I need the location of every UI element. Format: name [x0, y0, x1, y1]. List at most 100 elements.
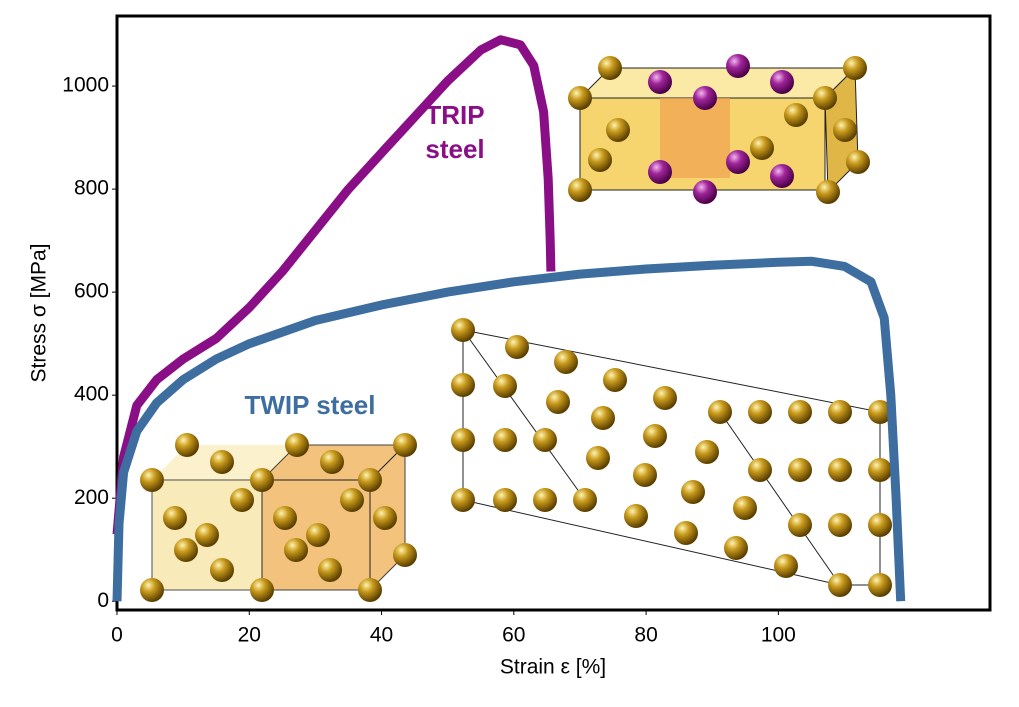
y-axis-label: Stress σ [MPa]: [28, 244, 51, 383]
atom: [140, 578, 164, 602]
atom: [726, 150, 750, 174]
atom: [784, 103, 808, 127]
atom: [373, 506, 397, 530]
atom: [493, 488, 517, 512]
atom: [606, 118, 630, 142]
crystal-illustrations: [140, 54, 892, 602]
atom: [451, 428, 475, 452]
atom: [340, 488, 364, 512]
atom: [624, 504, 648, 528]
atom: [568, 178, 592, 202]
atom: [726, 54, 750, 78]
x-tick-label: 20: [238, 624, 261, 647]
atom: [554, 350, 578, 374]
atom: [393, 543, 417, 567]
atom: [174, 538, 198, 562]
y-tick-label: 400: [74, 383, 109, 406]
atom: [284, 538, 308, 562]
atom: [533, 488, 557, 512]
atom: [828, 573, 852, 597]
atom: [493, 428, 517, 452]
atom: [828, 400, 852, 424]
atom: [633, 463, 657, 487]
atom: [733, 496, 757, 520]
atom: [140, 468, 164, 492]
y-tick-label: 200: [74, 486, 109, 509]
atom: [828, 513, 852, 537]
atom: [693, 86, 717, 110]
cell-face: [578, 67, 857, 99]
y-tick-label: 600: [74, 280, 109, 303]
atom: [591, 406, 615, 430]
atom: [748, 458, 772, 482]
y-tick-label: 800: [74, 177, 109, 200]
atom: [695, 440, 719, 464]
atom: [868, 458, 892, 482]
lattice: [719, 411, 841, 586]
atom: [843, 56, 867, 80]
atom: [358, 468, 382, 492]
atom: [724, 536, 748, 560]
atom: [833, 118, 857, 142]
atom: [273, 506, 297, 530]
atom: [285, 433, 309, 457]
atom: [868, 400, 892, 424]
atom: [681, 480, 705, 504]
atom: [588, 148, 612, 172]
atom: [586, 446, 610, 470]
atom: [318, 558, 342, 582]
atom: [788, 400, 812, 424]
atom: [393, 433, 417, 457]
atom: [210, 450, 234, 474]
atom: [846, 150, 870, 174]
atom: [306, 523, 330, 547]
series-label: TWIP steel: [244, 390, 376, 420]
y-tick-label: 0: [97, 589, 109, 612]
atom: [568, 86, 592, 110]
atom: [868, 513, 892, 537]
atom: [770, 70, 794, 94]
atom: [230, 488, 254, 512]
atom: [643, 424, 667, 448]
plot-frame: [115, 14, 992, 612]
cell-face: [660, 98, 730, 178]
lattice: [462, 329, 881, 586]
atom: [175, 433, 199, 457]
atom: [868, 573, 892, 597]
x-tick-label: 60: [502, 624, 525, 647]
atom: [708, 400, 732, 424]
atom: [533, 428, 557, 452]
atom: [648, 160, 672, 184]
series-label: TRIP steel: [425, 100, 485, 164]
atom: [788, 458, 812, 482]
atom: [598, 56, 622, 80]
x-tick-label: 40: [370, 624, 393, 647]
y-tick-label: 1000: [62, 74, 109, 97]
atom: [493, 374, 517, 398]
atom: [250, 578, 274, 602]
atom: [573, 488, 597, 512]
atom: [816, 180, 840, 204]
atom: [451, 318, 475, 342]
atom: [653, 386, 677, 410]
atom: [320, 450, 344, 474]
atom: [774, 554, 798, 578]
series-line: [112, 256, 906, 602]
atom: [674, 521, 698, 545]
atom: [546, 390, 570, 414]
x-axis-label: Strain ε [%]: [500, 656, 606, 679]
atom: [451, 373, 475, 397]
atom: [748, 400, 772, 424]
atom: [693, 180, 717, 204]
x-tick-label: 0: [111, 624, 123, 647]
atom: [788, 513, 812, 537]
atom: [505, 335, 529, 359]
lattice: [462, 329, 586, 501]
atom: [603, 368, 627, 392]
series-line: [112, 35, 556, 535]
atom: [163, 506, 187, 530]
atom: [648, 70, 672, 94]
atom: [770, 164, 794, 188]
